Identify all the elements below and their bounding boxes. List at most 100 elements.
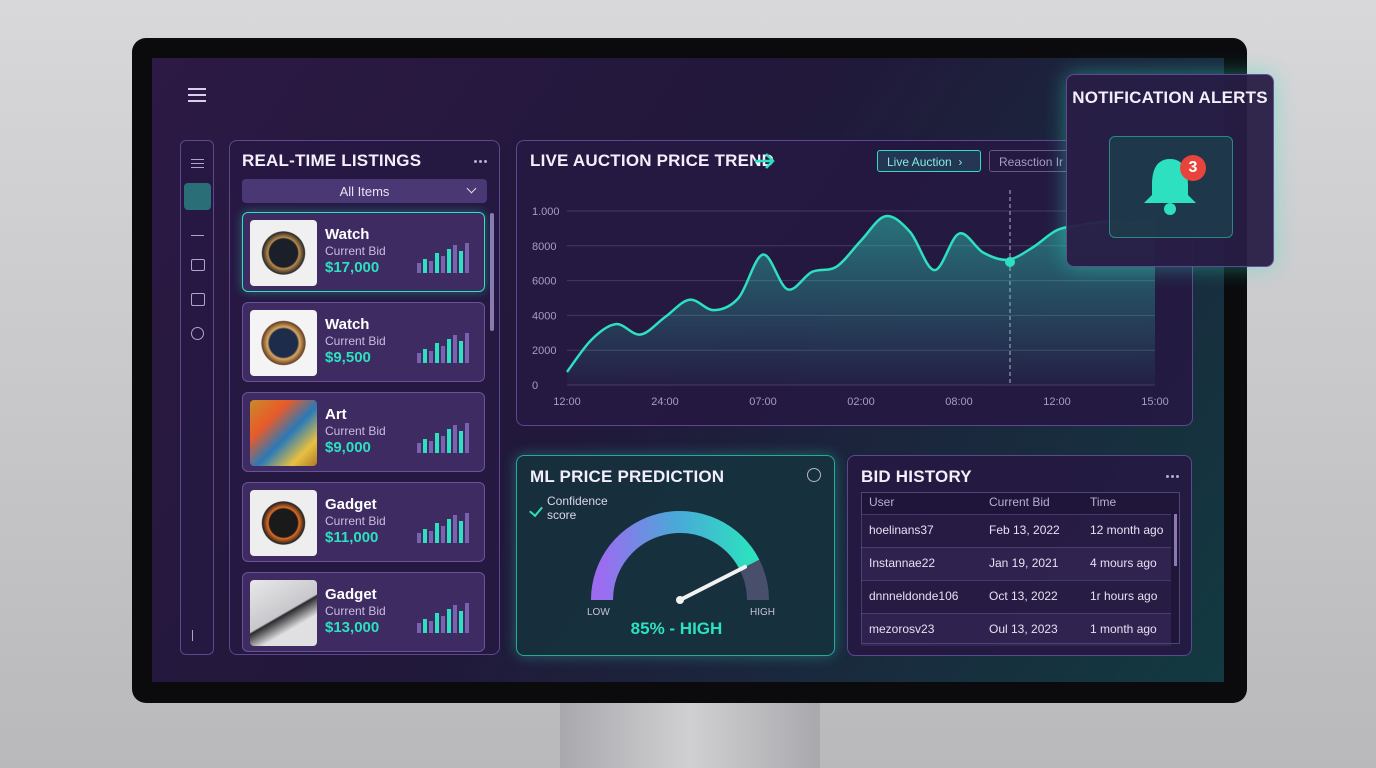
- cell: hoelinans37: [869, 523, 934, 537]
- cell: Feb 13, 2022: [989, 523, 1060, 537]
- nav-wallet[interactable]: [191, 293, 205, 306]
- sidebar: [180, 140, 214, 655]
- bell-box[interactable]: 3: [1109, 136, 1233, 238]
- mini-bar: [429, 261, 433, 273]
- mini-bar: [447, 249, 451, 273]
- row-bg: [861, 514, 1171, 547]
- mini-bar: [417, 623, 421, 633]
- mini-bar: [447, 609, 451, 633]
- mini-bar: [447, 339, 451, 363]
- cell: Oct 13, 2022: [989, 589, 1058, 603]
- nav-list[interactable]: [191, 159, 204, 160]
- mini-bar: [453, 515, 457, 543]
- row-bg: [861, 613, 1171, 646]
- filter-dropdown[interactable]: All Items: [242, 179, 487, 203]
- mini-bar: [459, 431, 463, 453]
- bid-table: [861, 492, 1180, 644]
- listing-name: Watch: [325, 226, 370, 243]
- mini-bar: [417, 533, 421, 543]
- mini-bar: [423, 439, 427, 453]
- gauge-low: LOW: [587, 607, 610, 618]
- panel-title: BID HISTORY: [861, 467, 972, 486]
- mini-bar: [435, 343, 439, 363]
- cell: Jan 19, 2021: [989, 556, 1059, 570]
- nav-logout[interactable]: [192, 630, 204, 641]
- listing-label: Current Bid: [325, 424, 386, 438]
- nav-settings[interactable]: [191, 327, 204, 340]
- monitor-stand: [560, 695, 820, 768]
- mini-bar: [441, 616, 445, 633]
- reaction-button[interactable]: Reasction Ir: [989, 150, 1071, 172]
- mini-bar: [435, 523, 439, 543]
- scrollbar: [1174, 514, 1177, 566]
- nav-bag[interactable]: [191, 259, 205, 271]
- title-arrow: [755, 153, 775, 169]
- listing-card[interactable]: Watch Current Bid $9,500: [242, 302, 485, 382]
- info-icon[interactable]: [807, 468, 821, 482]
- listing-card[interactable]: Gadget Current Bid $13,000: [242, 572, 485, 652]
- mini-trend: [417, 413, 473, 453]
- row-bg: [861, 580, 1171, 613]
- cell: 4 mours ago: [1090, 556, 1157, 570]
- panel-title: REAL-TIME LISTINGS: [242, 151, 422, 170]
- mini-bar: [459, 341, 463, 363]
- panel-title: ML PRICE PREDICTION: [530, 467, 725, 486]
- mini-bar: [417, 443, 421, 453]
- cell: 1 month ago: [1090, 622, 1157, 636]
- mini-bar: [435, 253, 439, 273]
- live-auction-button[interactable]: Live Auction ›: [877, 150, 981, 172]
- listing-image: [250, 310, 317, 376]
- mini-bar: [441, 346, 445, 363]
- mini-bar: [417, 353, 421, 363]
- panel-menu[interactable]: [474, 160, 477, 163]
- mini-bar: [447, 429, 451, 453]
- panel-title: NOTIFICATION ALERTS: [1072, 88, 1268, 107]
- listing-card[interactable]: Art Current Bid $9,000: [242, 392, 485, 472]
- nav-dashboard[interactable]: [184, 183, 211, 210]
- mini-trend: [417, 503, 473, 543]
- cell: Instannae22: [869, 556, 936, 570]
- mini-bar: [429, 351, 433, 363]
- mini-bar: [441, 526, 445, 543]
- mini-bar: [453, 245, 457, 273]
- mini-bar: [459, 521, 463, 543]
- filter-label: All Items: [339, 184, 390, 199]
- check-label: Confidence score: [547, 494, 608, 522]
- mini-bar: [429, 621, 433, 633]
- notification-panel: NOTIFICATION ALERTS 3: [1066, 74, 1274, 267]
- listing-image: [250, 580, 317, 646]
- cell: 1r hours ago: [1090, 589, 1158, 603]
- mini-bar: [441, 436, 445, 453]
- mini-bar: [465, 333, 469, 363]
- listing-label: Current Bid: [325, 514, 386, 528]
- row-bg: [861, 547, 1171, 580]
- listing-name: Watch: [325, 316, 370, 333]
- listing-price: $13,000: [325, 619, 380, 636]
- listing-price: $11,000: [325, 529, 379, 546]
- listing-name: Gadget: [325, 496, 377, 513]
- mini-trend: [417, 593, 473, 633]
- mini-bar: [429, 441, 433, 453]
- mini-bar: [423, 259, 427, 273]
- mini-bar: [441, 256, 445, 273]
- mini-bar: [417, 263, 421, 273]
- mini-bar: [453, 335, 457, 363]
- prediction-panel: ML PRICE PREDICTION Confidence score LOW…: [516, 455, 835, 656]
- mini-bar: [459, 251, 463, 273]
- panel-menu[interactable]: [1166, 475, 1169, 478]
- button-label: Reasction Ir: [999, 155, 1064, 169]
- scrollbar: [490, 213, 494, 331]
- cell: dnnneldonde106: [869, 589, 959, 603]
- listing-label: Current Bid: [325, 334, 386, 348]
- cell: mezorosv23: [869, 622, 935, 636]
- mini-bar: [429, 531, 433, 543]
- listing-card[interactable]: Gadget Current Bid $11,000: [242, 482, 485, 562]
- mini-bar: [465, 243, 469, 273]
- listing-label: Current Bid: [325, 244, 386, 258]
- listing-card[interactable]: Watch Current Bid $17,000: [242, 212, 485, 292]
- menu-button[interactable]: [188, 88, 206, 90]
- nav-stats[interactable]: [191, 223, 204, 236]
- column-header: Time: [1090, 495, 1117, 509]
- listing-price: $9,500: [325, 349, 371, 366]
